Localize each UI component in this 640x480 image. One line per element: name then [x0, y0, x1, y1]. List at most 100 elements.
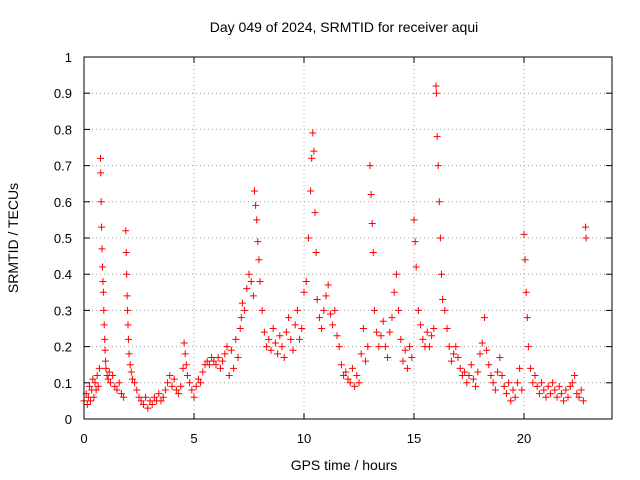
data-point [166, 372, 174, 380]
data-point [436, 234, 444, 242]
data-point [102, 357, 110, 365]
data-point [99, 277, 107, 285]
data-point [278, 343, 286, 351]
data-point [560, 397, 568, 405]
data-point [425, 343, 433, 351]
data-point [329, 321, 337, 329]
data-point [254, 238, 262, 246]
data-point [432, 82, 440, 90]
data-point [505, 379, 513, 387]
data-point [579, 397, 587, 405]
data-point [225, 372, 233, 380]
data-point [438, 270, 445, 278]
data-point [94, 382, 102, 390]
data-point [99, 288, 107, 296]
y-axis-label: SRMTID / TECUs [5, 183, 21, 293]
data-point [179, 364, 187, 372]
data-point [386, 328, 394, 336]
axis-ticks: 00.10.20.30.40.50.60.70.80.910 5 10 15 20 [54, 50, 612, 446]
data-point [128, 375, 136, 383]
x-tick-label: 15 [407, 431, 421, 446]
data-point [315, 314, 323, 322]
data-point [575, 393, 583, 401]
data-point [582, 223, 590, 231]
data-point [366, 162, 374, 170]
data-point [553, 393, 561, 401]
data-point [124, 321, 132, 329]
data-point [183, 372, 191, 380]
y-tick-label: 0.4 [54, 267, 72, 282]
data-point [310, 147, 318, 155]
data-point [212, 361, 220, 369]
data-point [513, 379, 521, 387]
data-point [230, 364, 238, 372]
data-point [566, 382, 574, 390]
data-point [417, 321, 425, 329]
data-point [469, 375, 477, 383]
data-point [100, 306, 108, 314]
data-point [234, 353, 242, 361]
data-point [97, 154, 104, 162]
data-point [177, 382, 185, 390]
y-tick-label: 0 [65, 412, 72, 427]
data-point [93, 372, 101, 380]
data-point [97, 169, 105, 177]
data-point [454, 353, 462, 361]
data-point [210, 357, 218, 365]
data-point [533, 382, 541, 390]
data-point [478, 339, 486, 347]
data-point [247, 277, 255, 285]
data-point [362, 357, 370, 365]
data-point [331, 306, 339, 314]
data-point [135, 393, 143, 401]
data-point [411, 238, 419, 246]
data-point [516, 364, 524, 372]
data-point [124, 306, 132, 314]
data-point [253, 216, 261, 224]
data-point [227, 346, 235, 354]
y-tick-label: 0.1 [54, 376, 72, 391]
data-point [571, 372, 579, 380]
data-point [161, 386, 169, 394]
data-point [357, 350, 365, 358]
data-point [494, 368, 502, 376]
data-point [527, 364, 535, 372]
data-point [507, 397, 515, 405]
data-point [555, 382, 563, 390]
data-point [432, 89, 440, 97]
y-tick-label: 0.7 [54, 159, 72, 174]
data-point [412, 263, 420, 271]
data-point [203, 357, 211, 365]
data-point [95, 364, 103, 372]
data-point [236, 325, 244, 332]
data-point [443, 325, 451, 332]
data-point [123, 270, 131, 278]
data-point [520, 230, 528, 238]
data-point [255, 256, 263, 264]
x-tick-label: 10 [297, 431, 311, 446]
data-point [476, 350, 484, 358]
data-point [125, 350, 133, 358]
data-point [101, 346, 109, 354]
y-tick-label: 1 [65, 50, 72, 65]
data-point [117, 390, 125, 398]
data-point [123, 292, 131, 300]
data-point [249, 292, 257, 300]
data-point [423, 328, 431, 336]
data-point [313, 296, 321, 304]
data-point [221, 350, 229, 358]
data-point [370, 306, 378, 314]
data-point [544, 382, 552, 390]
data-point [190, 393, 198, 401]
data-point [251, 187, 258, 195]
data-point [419, 335, 427, 343]
data-point [111, 382, 119, 390]
data-point [461, 368, 469, 376]
data-point [487, 372, 495, 380]
data-point [472, 382, 480, 390]
data-point [199, 368, 207, 376]
data-point [86, 382, 93, 390]
data-point [87, 397, 95, 405]
data-point [280, 353, 288, 361]
data-point [260, 328, 268, 336]
